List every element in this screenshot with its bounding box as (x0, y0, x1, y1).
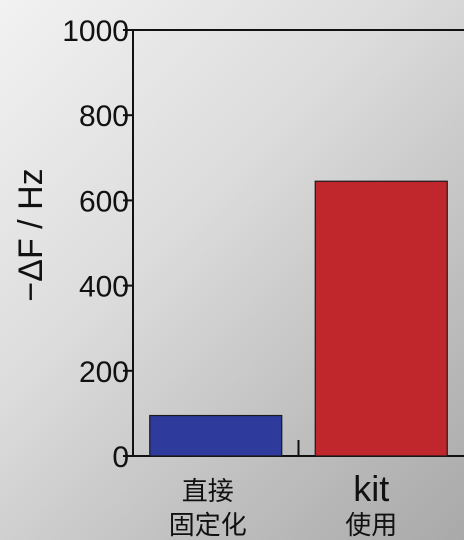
y-axis-label: −ΔF / Hz (12, 168, 50, 301)
x-tick-label: kit (353, 468, 389, 509)
y-tick-label: 0 (112, 441, 129, 474)
bar (314, 180, 448, 457)
bar (149, 414, 283, 457)
x-tick-label: 使用 (345, 511, 397, 540)
y-tick-label: 800 (79, 100, 129, 133)
y-axis: 0 200 400 600 800 1000 (62, 15, 133, 474)
y-tick-label: 1000 (62, 15, 129, 48)
y-tick-label: 200 (79, 356, 129, 389)
y-tick-label: 600 (79, 185, 129, 218)
x-tick-label: 直接 (182, 477, 234, 507)
bars (149, 180, 448, 457)
x-tick-label: 固定化 (169, 511, 247, 540)
y-tick-label: 400 (79, 271, 129, 304)
